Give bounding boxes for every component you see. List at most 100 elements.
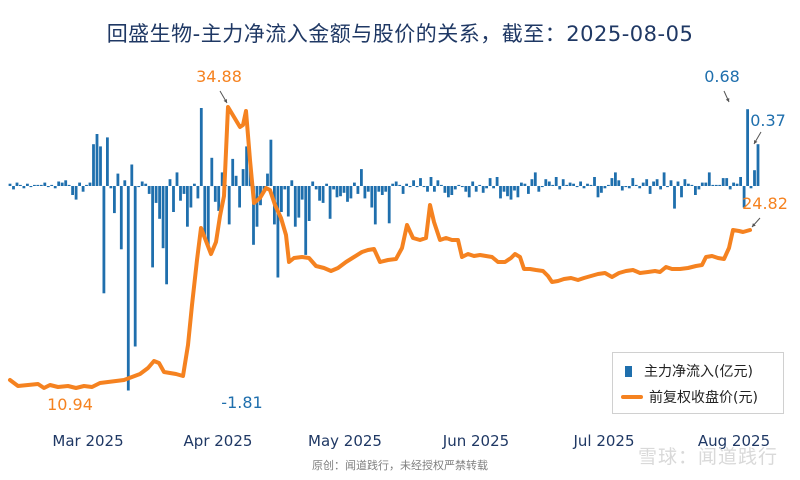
netflow-bar: [509, 186, 513, 200]
netflow-bar: [113, 186, 116, 214]
netflow-bar: [67, 184, 71, 186]
netflow-bar: [130, 164, 134, 186]
netflow-bar: [119, 186, 123, 250]
netflow-bar: [749, 186, 753, 189]
netflow-bar: [276, 186, 280, 278]
netflow-bar: [85, 184, 88, 186]
x-tick-label: Mar 2025: [52, 432, 123, 450]
netflow-bar: [252, 186, 255, 245]
netflow-bar: [405, 183, 408, 186]
netflow-bar: [46, 186, 50, 188]
netflow-bar: [697, 186, 701, 190]
netflow-bar: [554, 177, 558, 186]
netflow-bar: [193, 183, 196, 186]
netflow-bar: [15, 182, 19, 186]
netflow-bar: [199, 108, 203, 186]
netflow-bar: [742, 186, 746, 208]
netflow-bar: [707, 172, 711, 186]
netflow-bar: [116, 173, 120, 186]
netflow-bar: [335, 186, 339, 198]
netflow-bar: [478, 184, 482, 186]
netflow-bar: [304, 186, 308, 255]
netflow-bar: [165, 186, 168, 285]
netflow-bar: [627, 186, 631, 189]
netflow-bar: [33, 184, 36, 186]
netflow-bar: [450, 186, 454, 195]
netflow-bar: [753, 170, 756, 186]
legend-item-netflow: 主力净流入(亿元): [621, 358, 775, 384]
netflow-bar: [690, 184, 694, 186]
legend-line-swatch: [621, 395, 643, 399]
netflow-bar: [746, 109, 749, 186]
netflow-bar: [346, 186, 349, 202]
netflow-bar: [106, 137, 109, 186]
netflow-bar: [384, 186, 388, 192]
netflow-bar: [147, 186, 151, 194]
netflow-bar: [283, 186, 287, 190]
netflow-bar: [680, 186, 683, 198]
netflow-bar: [460, 186, 464, 188]
netflow-bar: [123, 180, 127, 186]
netflow-bar: [81, 186, 85, 192]
netflow-bar: [572, 183, 575, 186]
legend-label-price: 前复权收盘价(元): [649, 390, 758, 406]
netflow-bar: [624, 186, 628, 188]
netflow-bar: [290, 180, 294, 186]
netflow-bar: [311, 181, 315, 186]
netflow-bar: [189, 186, 193, 208]
netflow-bar: [735, 183, 739, 186]
netflow-bar: [210, 157, 214, 187]
netflow-bar: [714, 184, 718, 186]
netflow-bars: [8, 108, 760, 391]
netflow-bar: [339, 186, 342, 197]
netflow-bar: [307, 186, 311, 221]
netflow-bar: [596, 186, 600, 198]
netflow-bar: [140, 181, 144, 186]
netflow-bar: [429, 177, 433, 186]
netflow-bar: [133, 186, 137, 347]
netflow-bar: [457, 184, 461, 186]
x-tick-label: Aug 2025: [698, 432, 770, 450]
netflow-bar: [297, 186, 301, 218]
netflow-bar: [401, 186, 405, 194]
netflow-bar: [659, 186, 662, 190]
netflow-bar: [474, 186, 478, 192]
netflow-bar: [39, 184, 43, 186]
netflow-bar: [92, 144, 95, 186]
netflow-bar: [540, 186, 544, 188]
netflow-bar: [102, 186, 106, 294]
netflow-bar: [547, 181, 551, 186]
netflow-bar: [88, 182, 92, 186]
netflow-bar: [332, 186, 335, 190]
netflow-bar: [325, 183, 328, 186]
netflow-bar: [422, 186, 426, 188]
netflow-bar: [579, 181, 582, 186]
netflow-bar: [412, 180, 415, 186]
netflow-bar: [617, 180, 621, 186]
netflow-bar: [600, 186, 603, 193]
netflow-bar: [683, 179, 687, 186]
netflow-bar: [12, 186, 15, 190]
netflow-bar: [280, 186, 283, 212]
netflow-bar: [314, 186, 318, 190]
annotation-arrowhead: [725, 98, 730, 102]
netflow-bar: [408, 186, 412, 188]
netflow-bar: [366, 186, 370, 192]
netflow-bar: [78, 182, 81, 186]
netflow-bar: [485, 186, 488, 189]
netflow-bar: [161, 186, 165, 249]
netflow-bar: [669, 180, 673, 186]
netflow-bar: [380, 186, 384, 195]
netflow-bar: [662, 172, 666, 186]
netflow-bar: [558, 186, 562, 190]
netflow-bar: [151, 186, 154, 268]
netflow-bar: [728, 186, 732, 190]
netflow-bar: [725, 178, 729, 186]
netflow-bar: [638, 186, 642, 189]
netflow-bar: [245, 146, 248, 186]
netflow-bar: [440, 184, 443, 186]
legend-bar-swatch: [625, 365, 632, 377]
netflow-bar: [631, 178, 635, 186]
netflow-bar: [537, 186, 541, 192]
annotation-arrowhead: [754, 140, 758, 144]
